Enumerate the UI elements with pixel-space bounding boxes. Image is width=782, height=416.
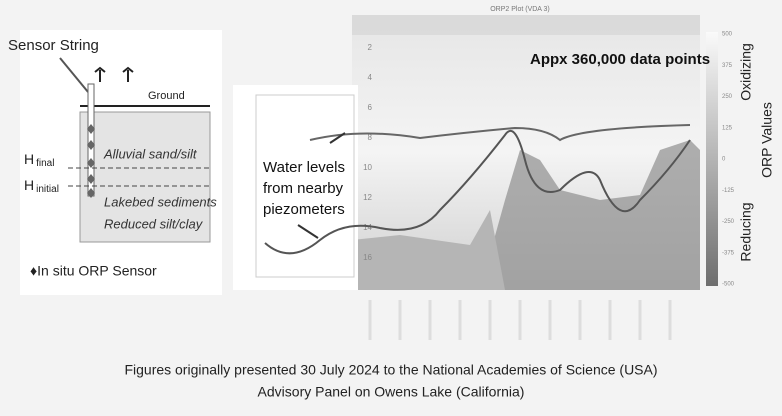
colorbar-tick-label: -375: [722, 250, 735, 256]
orp-values-label: ORP Values: [759, 102, 775, 178]
layer-mid: Lakebed sediments: [104, 194, 217, 209]
piezometer-line: piezometers: [263, 201, 345, 218]
piezometer-note: Water levels from nearby piezometers: [263, 159, 345, 218]
plot-title: ORP2 Plot (VDA 3): [490, 6, 550, 13]
date-ticks: [368, 300, 672, 340]
colorbar-tick-label: 375: [722, 63, 733, 69]
colorbar-tick-label: 125: [722, 125, 733, 131]
heatmap-reduced: [352, 140, 700, 290]
soil: [79, 111, 211, 243]
heatmap-mid: [352, 210, 505, 290]
colorbar-tick-label: 500: [722, 32, 733, 38]
water-level-chart: Water levels from nearby piezometers: [233, 85, 691, 290]
caption-line: Figures originally presented 30 July 202…: [124, 362, 657, 378]
y-tick-label: 16: [363, 253, 372, 262]
arrow: [329, 132, 346, 144]
y-tick-label: 2: [368, 43, 373, 52]
plot-ticks: 2 4 6 8 10 12 14 16 500 375 250 125 0 -125 -250 -375 -50…: [363, 32, 735, 288]
reducing-label: Reducing: [738, 202, 754, 261]
sensor-string-label: Sensor String: [8, 37, 99, 54]
colorbar-tick-label: 0: [722, 157, 726, 163]
y-tick-label: 8: [368, 133, 373, 142]
oxidizing-label: Oxidizing: [738, 43, 754, 101]
y-tick-label: 4: [368, 73, 373, 82]
overlay-panel: [233, 85, 358, 290]
caption-line: Advisory Panel on Owens Lake (California…: [258, 384, 525, 400]
overlay-frame: [255, 94, 355, 278]
diagram: Sensor String Ground Alluvial sand/silt …: [8, 30, 222, 295]
piezometer-line: Water levels: [263, 159, 345, 176]
palm-trees: [94, 66, 134, 82]
y-tick-label: 6: [368, 103, 373, 112]
layer-top: Alluvial sand/silt: [103, 146, 198, 161]
colorbar-tick-label: -250: [722, 219, 735, 225]
annotation: Appx 360,000 data points: [530, 51, 710, 68]
orp-plot: ORP2 Plot (VDA 3) 2 4 6 8 10 12 14 16 500 375 250 1…: [352, 6, 735, 340]
heatmap-top: [352, 15, 700, 35]
colorbar-tick-label: -500: [722, 282, 735, 288]
ground-label: Ground: [148, 90, 185, 102]
piezometer-line: from nearby: [263, 180, 344, 197]
water-level-line: [264, 129, 691, 255]
colorbar-tick-label: -125: [722, 188, 735, 194]
arrow: [59, 57, 89, 93]
y-tick-label: 14: [363, 223, 372, 232]
arrow: [297, 224, 319, 239]
orp-depth-line: [309, 124, 691, 142]
y-tick-label: 10: [363, 163, 372, 172]
y-tick-label: 12: [363, 193, 372, 202]
sensors: [87, 124, 95, 198]
colorbar-tick-label: 250: [722, 94, 733, 100]
layer-bottom: Reduced silt/clay: [104, 216, 204, 231]
colorbar: [706, 32, 718, 286]
legend: ♦In situ ORP Sensor: [30, 263, 157, 279]
